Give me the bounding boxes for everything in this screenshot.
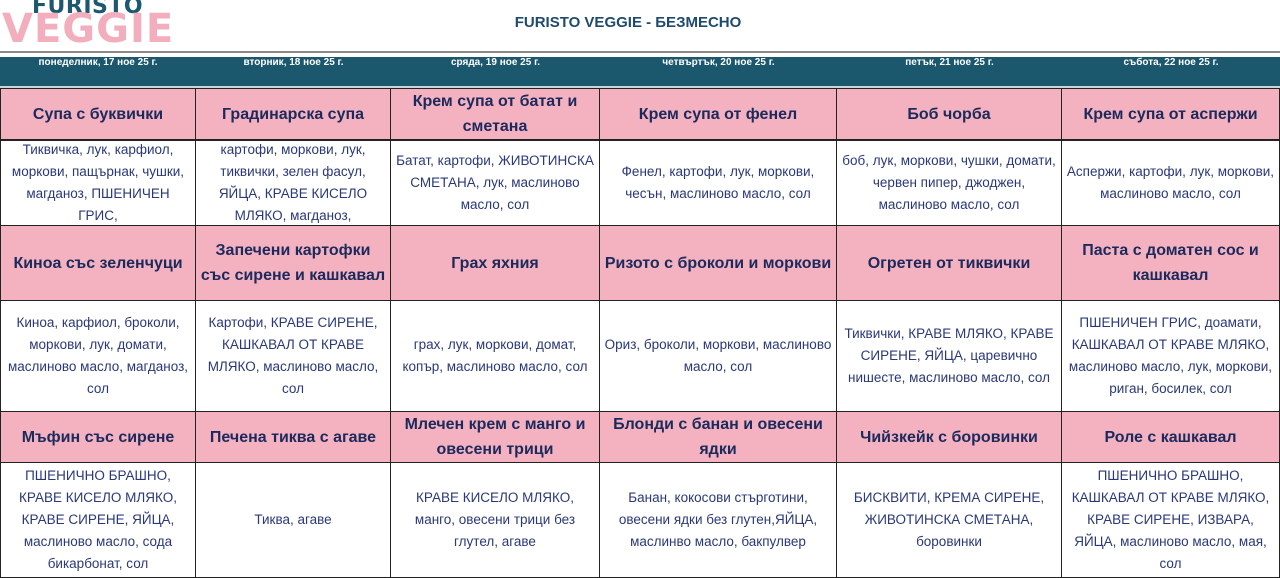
dish-name-cell: Чийзкейк с боровинки bbox=[837, 412, 1062, 463]
ingredients-cell: Тиква, агаве bbox=[196, 463, 391, 578]
ingredients-cell: Картофи, КРАВЕ СИРЕНЕ, КАШКАВАЛ ОТ КРАВЕ… bbox=[196, 301, 391, 412]
dish-name-cell: Киноа със зеленчуци bbox=[0, 226, 196, 301]
ingredients-cell: Аспержи, картофи, лук, моркови, маслинов… bbox=[1062, 140, 1280, 226]
dish-name-cell: Блонди с банан и овесени ядки bbox=[600, 412, 837, 463]
logo-furisto: FURISTO bbox=[32, 0, 144, 19]
ingredients-cell: ПШЕНИЧЕН ГРИС, доамати, КАШКАВАЛ ОТ КРАВ… bbox=[1062, 301, 1280, 412]
day-header: сряда, 19 ное 25 г. bbox=[450, 57, 541, 68]
day-header: събота, 22 ное 25 г. bbox=[1123, 57, 1219, 68]
logo-veggie: VEGGIE bbox=[2, 6, 175, 52]
dish-name-cell: Крем супа от аспержи bbox=[1062, 88, 1280, 140]
day-header: петък, 21 ное 25 г. bbox=[905, 57, 994, 68]
dish-name-cell: Градинарска супа bbox=[196, 88, 391, 140]
ingredients-cell: КРАВЕ КИСЕЛО МЛЯКО, манго, овесени трици… bbox=[391, 463, 600, 578]
ingredients-cell: грах, лук, моркови, домат, копър, маслин… bbox=[391, 301, 600, 412]
logo: FURISTO VEGGIE bbox=[2, 0, 192, 52]
dish-name-cell: Мъфин със сирене bbox=[0, 412, 196, 463]
dish-name-cell: Грах яхния bbox=[391, 226, 600, 301]
day-header: понеделник, 17 ное 25 г. bbox=[38, 57, 158, 68]
dish-name-cell: Крем супа от батат и сметана bbox=[391, 88, 600, 140]
ingredients-cell: БИСКВИТИ, КРЕМА СИРЕНЕ, ЖИВОТИНСКА СМЕТА… bbox=[837, 463, 1062, 578]
dish-name-cell: Паста с доматен сос и кашкавал bbox=[1062, 226, 1280, 301]
dish-name-cell: Супа с буквички bbox=[0, 88, 196, 140]
ingredients-cell: Ориз, броколи, моркови, маслиново масло,… bbox=[600, 301, 837, 412]
day-header: вторник, 18 ное 25 г. bbox=[243, 57, 344, 68]
day-header: четвъртък, 20 ное 25 г. bbox=[662, 57, 775, 68]
ingredients-cell: Тиквички, КРАВЕ МЛЯКО, КРАВЕ СИРЕНЕ, ЯЙЦ… bbox=[837, 301, 1062, 412]
ingredients-cell: картофи, моркови, лук, тиквички, зелен ф… bbox=[196, 140, 391, 226]
divider bbox=[0, 51, 1280, 53]
dish-name-cell: Огретен от тиквички bbox=[837, 226, 1062, 301]
dish-name-cell: Ризото с броколи и моркови bbox=[600, 226, 837, 301]
dish-name-cell: Боб чорба bbox=[837, 88, 1062, 140]
ingredients-cell: Батат, картофи, ЖИВОТИНСКА СМЕТАНА, лук,… bbox=[391, 140, 600, 226]
dish-name-cell: Запечени картофки със сирене и кашкавал bbox=[196, 226, 391, 301]
ingredients-cell: Киноа, карфиол, броколи, моркови, лук, д… bbox=[0, 301, 196, 412]
ingredients-cell: боб, лук, моркови, чушки, домати, червен… bbox=[837, 140, 1062, 226]
ingredients-cell: Банан, кокосови стърготини, овесени ядки… bbox=[600, 463, 837, 578]
ingredients-cell: ПШЕНИЧНО БРАШНО, КАШКАВАЛ ОТ КРАВЕ МЛЯКО… bbox=[1062, 463, 1280, 578]
page-title: FURISTO VEGGIE - БЕЗМЕСНО bbox=[514, 14, 742, 31]
days-header: понеделник, 17 ное 25 г. вторник, 18 ное … bbox=[0, 57, 1280, 88]
ingredients-cell: Тиквичка, лук, карфиол, моркови, пащърна… bbox=[0, 140, 196, 226]
dish-name-cell: Роле с кашкавал bbox=[1062, 412, 1280, 463]
ingredients-cell: Фенел, картофи, лук, моркови, чесън, мас… bbox=[600, 140, 837, 226]
dish-name-cell: Млечен крем с манго и овесени трици bbox=[391, 412, 600, 463]
dish-name-cell: Печена тиква с агаве bbox=[196, 412, 391, 463]
dish-name-cell: Крем супа от фенел bbox=[600, 88, 837, 140]
ingredients-cell: ПШЕНИЧНО БРАШНО, КРАВЕ КИСЕЛО МЛЯКО, КРА… bbox=[0, 463, 196, 578]
